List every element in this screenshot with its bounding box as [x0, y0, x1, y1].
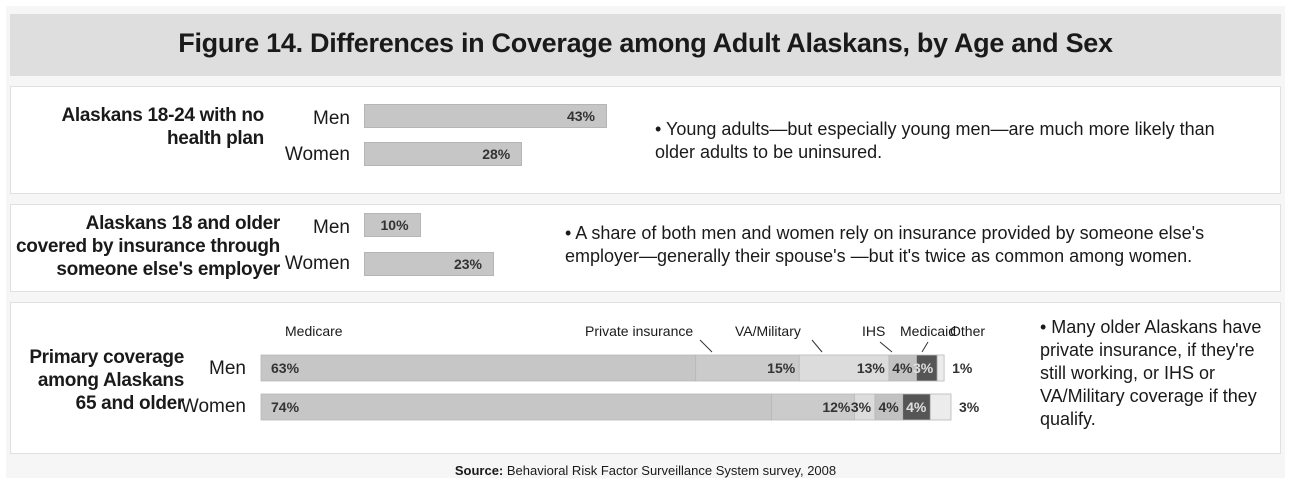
row-label-women: Women: [180, 396, 246, 417]
bar-women: [364, 252, 494, 276]
source-line: Source: Behavioral Risk Factor Surveilla…: [0, 463, 1291, 478]
bar-men: [364, 213, 421, 237]
title-bar: [10, 14, 1281, 76]
row-label-men: Men: [313, 108, 350, 129]
row-label-women: Women: [284, 253, 350, 274]
row-label-men: Men: [313, 217, 350, 238]
source-text: Behavioral Risk Factor Surveillance Syst…: [506, 463, 837, 478]
source-label: Source:: [454, 463, 504, 478]
row-label-men: Men: [209, 358, 246, 379]
panel-employer-coverage: [10, 204, 1281, 292]
note-older-coverage: • Many older Alaskans have private insur…: [1040, 317, 1262, 429]
group-label-older-coverage: Primary coverage among Alaskans 65 and o…: [29, 347, 184, 414]
bar-women: [364, 142, 523, 166]
panel-young-uninsured: [10, 86, 1281, 194]
group-label-employer-coverage: Alaskans 18 and older covered by insuran…: [16, 213, 280, 280]
bar-value-label: 10%: [380, 217, 409, 233]
bar-value-label: 23%: [453, 256, 482, 272]
bar-men: [364, 104, 607, 128]
note-young-uninsured: • Young adults—but especially young men—…: [655, 119, 1215, 162]
note-employer-coverage: • A share of both men and women rely on …: [565, 223, 1205, 266]
figure-title: Figure 14. Differences in Coverage among…: [178, 28, 1113, 58]
row-label-women: Women: [284, 144, 350, 165]
bar-value-label: 43%: [566, 108, 595, 124]
group-label-young-uninsured: Alaskans 18-24 with no health plan: [61, 105, 265, 149]
bar-value-label: 28%: [482, 146, 511, 162]
